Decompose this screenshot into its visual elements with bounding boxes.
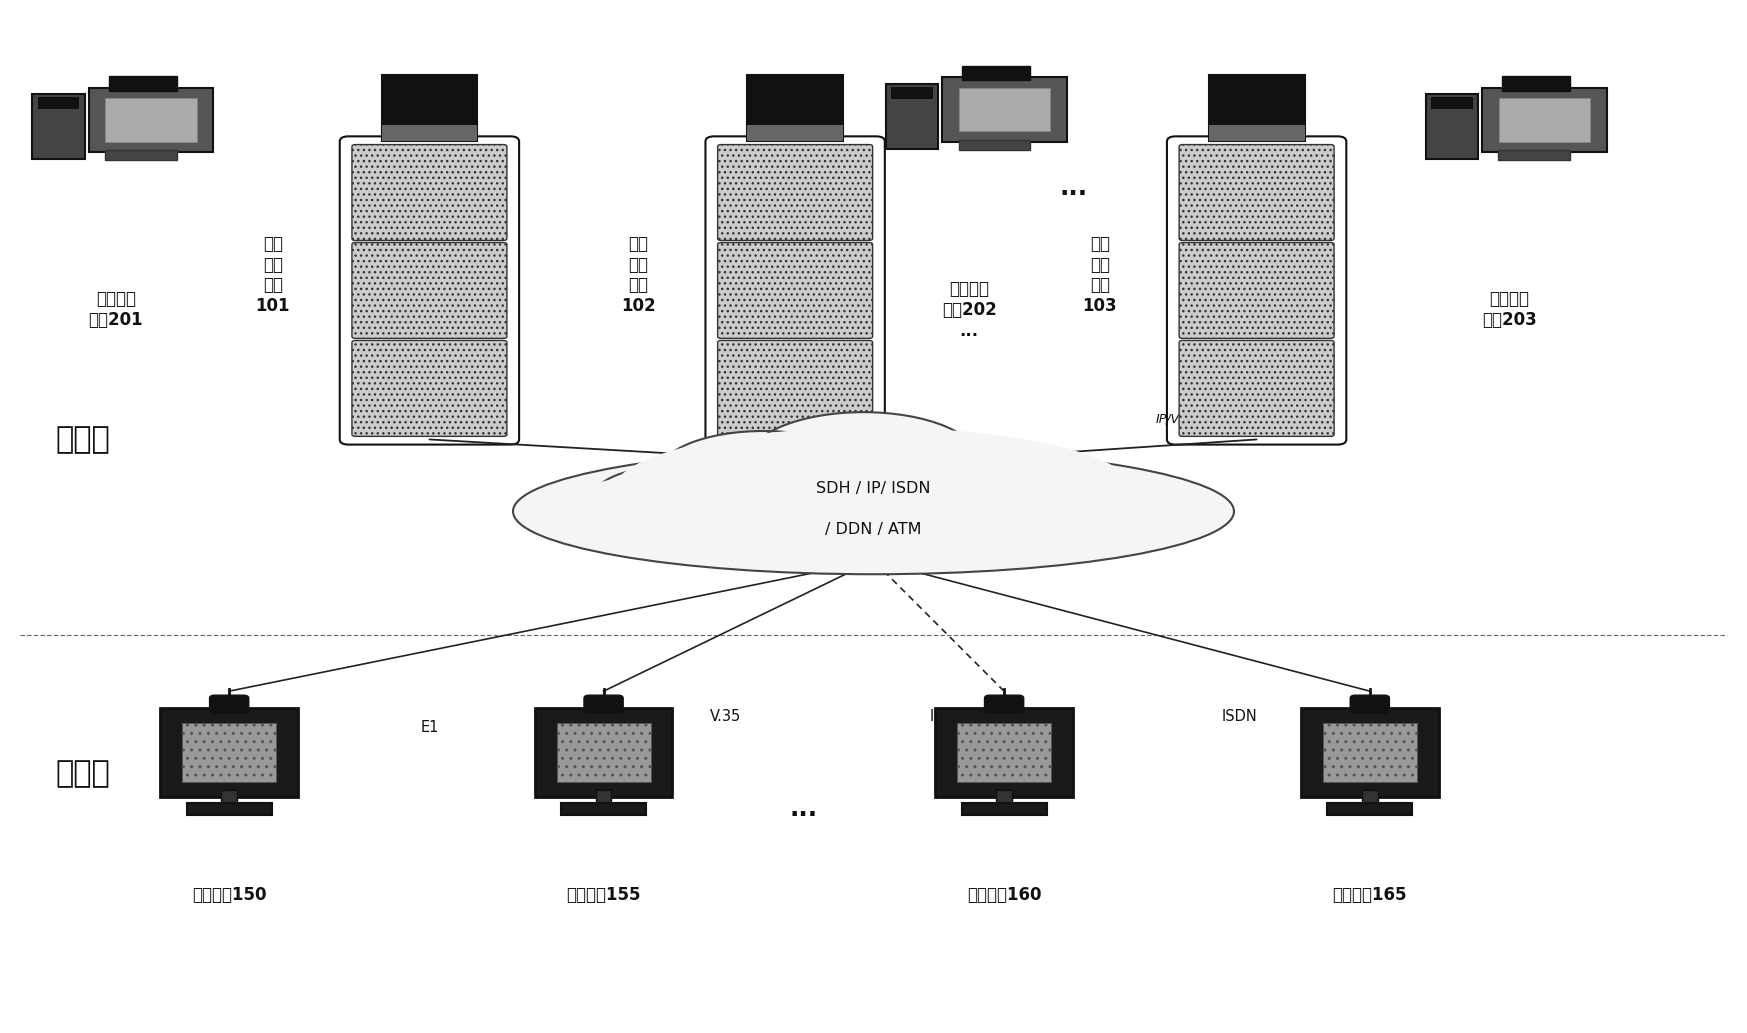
FancyBboxPatch shape — [187, 804, 271, 815]
FancyBboxPatch shape — [1179, 243, 1335, 339]
Text: 视讯终端160: 视讯终端160 — [966, 886, 1041, 904]
FancyBboxPatch shape — [1426, 94, 1478, 159]
FancyBboxPatch shape — [985, 695, 1024, 713]
FancyBboxPatch shape — [557, 723, 650, 782]
FancyBboxPatch shape — [1481, 88, 1607, 152]
FancyBboxPatch shape — [706, 136, 884, 444]
FancyBboxPatch shape — [38, 97, 79, 109]
Text: MCU: MCU — [414, 118, 445, 131]
FancyBboxPatch shape — [959, 88, 1050, 131]
FancyBboxPatch shape — [351, 145, 507, 241]
FancyBboxPatch shape — [1209, 74, 1305, 142]
FancyBboxPatch shape — [351, 341, 507, 436]
FancyBboxPatch shape — [961, 804, 1046, 815]
Text: 多点
控制
设备
102: 多点 控制 设备 102 — [622, 234, 655, 315]
FancyBboxPatch shape — [89, 88, 213, 152]
Text: / DDN / ATM: / DDN / ATM — [825, 523, 922, 537]
FancyBboxPatch shape — [381, 74, 477, 142]
FancyBboxPatch shape — [963, 66, 1031, 81]
Text: V.35: V.35 — [709, 710, 741, 724]
FancyBboxPatch shape — [1363, 790, 1378, 805]
FancyBboxPatch shape — [182, 723, 276, 782]
FancyBboxPatch shape — [1431, 97, 1473, 109]
Text: SDH / IP/ ISDN: SDH / IP/ ISDN — [816, 481, 931, 496]
FancyBboxPatch shape — [535, 708, 673, 797]
Ellipse shape — [887, 438, 1067, 514]
Text: 用户侧: 用户侧 — [54, 759, 110, 788]
FancyBboxPatch shape — [596, 790, 611, 805]
FancyBboxPatch shape — [1350, 695, 1389, 713]
FancyBboxPatch shape — [339, 136, 519, 444]
FancyBboxPatch shape — [561, 804, 646, 815]
FancyBboxPatch shape — [105, 150, 176, 160]
Text: 本地管理
系统203: 本地管理 系统203 — [1481, 290, 1537, 330]
FancyBboxPatch shape — [1179, 145, 1335, 241]
Text: ...: ... — [1060, 176, 1088, 199]
Text: 多点
控制
设备
103: 多点 控制 设备 103 — [1083, 234, 1116, 315]
Text: 本地管理
系统201: 本地管理 系统201 — [89, 290, 143, 330]
FancyBboxPatch shape — [957, 723, 1052, 782]
Ellipse shape — [594, 466, 753, 529]
FancyBboxPatch shape — [222, 790, 238, 805]
Ellipse shape — [994, 469, 1146, 528]
FancyBboxPatch shape — [1167, 136, 1347, 444]
FancyBboxPatch shape — [33, 94, 84, 159]
FancyBboxPatch shape — [1302, 708, 1438, 797]
FancyBboxPatch shape — [108, 76, 176, 91]
Text: E1: E1 — [421, 720, 438, 734]
FancyBboxPatch shape — [210, 695, 248, 713]
FancyBboxPatch shape — [718, 243, 874, 339]
Text: MCU: MCU — [1240, 118, 1272, 131]
Text: IP/V.35/E1/ISDN: IP/V.35/E1/ISDN — [1155, 412, 1253, 426]
FancyBboxPatch shape — [583, 695, 624, 713]
FancyBboxPatch shape — [718, 145, 874, 241]
FancyBboxPatch shape — [161, 708, 299, 797]
FancyBboxPatch shape — [942, 77, 1067, 142]
FancyBboxPatch shape — [996, 790, 1012, 805]
Text: 视讯终端155: 视讯终端155 — [566, 886, 641, 904]
Ellipse shape — [514, 448, 1233, 574]
Ellipse shape — [659, 431, 868, 514]
Text: ISDN: ISDN — [1221, 710, 1258, 724]
FancyBboxPatch shape — [1328, 804, 1412, 815]
FancyBboxPatch shape — [1209, 125, 1305, 142]
FancyBboxPatch shape — [1179, 341, 1335, 436]
Text: 本地管理
系统202
...: 本地管理 系统202 ... — [942, 280, 996, 340]
Text: 视讯终端150: 视讯终端150 — [192, 886, 266, 904]
FancyBboxPatch shape — [1322, 723, 1417, 782]
FancyBboxPatch shape — [886, 84, 938, 149]
Text: IP: IP — [929, 710, 943, 724]
Ellipse shape — [613, 428, 1134, 554]
FancyBboxPatch shape — [1499, 98, 1590, 142]
Text: IP/V.35/ E1/ ISDN: IP/V.35/ E1/ ISDN — [377, 412, 482, 426]
FancyBboxPatch shape — [891, 87, 933, 99]
FancyBboxPatch shape — [748, 125, 844, 142]
FancyBboxPatch shape — [935, 708, 1073, 797]
Text: ...: ... — [790, 797, 818, 821]
FancyBboxPatch shape — [351, 243, 507, 339]
FancyBboxPatch shape — [1502, 76, 1571, 91]
Ellipse shape — [554, 456, 1193, 567]
Text: 网络侧: 网络侧 — [54, 425, 110, 453]
Text: 多点
控制
设备
101: 多点 控制 设备 101 — [255, 234, 290, 315]
Text: 视讯终端165: 视讯终端165 — [1333, 886, 1406, 904]
Ellipse shape — [748, 412, 980, 510]
Text: MCU: MCU — [779, 118, 811, 131]
FancyBboxPatch shape — [959, 139, 1031, 150]
FancyBboxPatch shape — [718, 341, 874, 436]
FancyBboxPatch shape — [381, 125, 477, 142]
FancyBboxPatch shape — [1499, 150, 1571, 160]
Text: IP/V.35/E1/ISDN: IP/V.35/E1/ISDN — [763, 412, 861, 426]
FancyBboxPatch shape — [105, 98, 197, 142]
FancyBboxPatch shape — [748, 74, 844, 142]
